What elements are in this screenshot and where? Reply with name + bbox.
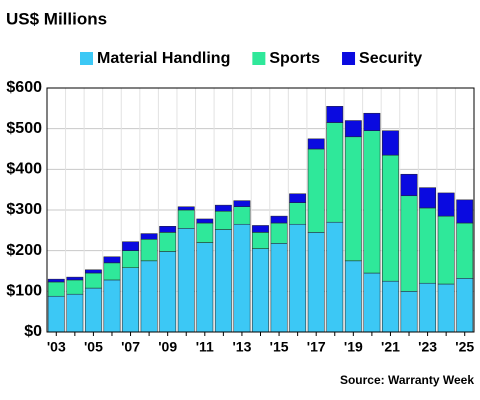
bar-segment [252, 232, 269, 249]
bar-segment [47, 281, 65, 297]
bar-segment [419, 187, 437, 209]
bar-segment [252, 248, 269, 333]
bar-segment [103, 262, 121, 281]
bar-segment [456, 278, 474, 333]
bar-segment [363, 130, 381, 274]
bar-segment [363, 112, 381, 131]
bar-segment [437, 192, 455, 217]
bar-segment [456, 222, 474, 279]
x-tick-label: '17 [307, 339, 326, 355]
bar-segment [326, 221, 344, 333]
bar-segment [307, 148, 325, 233]
bar-segment [122, 250, 139, 268]
legend-swatch [342, 52, 356, 65]
bar-segment [382, 280, 399, 333]
bar-segment [84, 269, 102, 274]
bar-segment [66, 276, 84, 281]
bar-segment [326, 106, 344, 123]
bar-segment [419, 282, 437, 333]
bar-segment [84, 272, 102, 289]
x-tick-label: '05 [84, 339, 103, 355]
bar-segment [177, 228, 195, 333]
bar-segment [177, 206, 195, 211]
bar-segment [177, 209, 195, 229]
bar-segment [214, 204, 232, 212]
bar-segment [140, 233, 158, 240]
x-tick-label: '23 [418, 339, 437, 355]
bar-segment [400, 195, 418, 292]
bar-segment [47, 278, 65, 283]
y-tick-label: $400 [6, 161, 42, 178]
x-tick-label: '09 [158, 339, 177, 355]
bar-segment [382, 154, 399, 282]
bar-segment [289, 223, 307, 333]
bar-segment [103, 256, 121, 264]
y-tick-label: $500 [6, 120, 42, 137]
bar-segment [196, 242, 214, 333]
bar-segment [214, 210, 232, 230]
bar-segment [196, 218, 214, 224]
bar-segment [84, 287, 102, 333]
x-tick-label: '21 [381, 339, 400, 355]
legend-label: Material Handling [97, 50, 230, 67]
bar-segment [400, 291, 418, 333]
bar-segment [289, 193, 307, 203]
bar-segment [214, 229, 232, 333]
bar-segment [344, 120, 362, 138]
bar-segment [456, 199, 474, 224]
bar-segment [103, 279, 121, 333]
bar-segment [289, 202, 307, 225]
x-tick-label: '13 [232, 339, 251, 355]
legend-label: Sports [269, 50, 320, 67]
bar-segment [270, 243, 288, 333]
bar-segment [252, 225, 269, 233]
bar-segment [159, 226, 177, 233]
bar-segment [437, 283, 455, 333]
y-tick-label: $300 [6, 201, 42, 218]
bar-segment [122, 267, 139, 333]
bar-segment [196, 222, 214, 243]
y-tick-label: $600 [6, 79, 42, 96]
bar-segment [122, 241, 139, 251]
x-tick-label: '07 [121, 339, 140, 355]
bar-segment [233, 200, 251, 207]
bar-segment [66, 293, 84, 333]
y-tick-label: $100 [6, 283, 42, 300]
bar-segment [233, 206, 251, 225]
bar-segment [233, 223, 251, 333]
source: Source: Warranty Week [340, 373, 474, 387]
x-tick-label: '15 [270, 339, 289, 355]
bar-segment [307, 138, 325, 150]
bar-segment [66, 279, 84, 295]
legend-swatch [252, 52, 266, 65]
bar-segment [344, 136, 362, 262]
legend-label: Security [359, 50, 422, 67]
bar-segment [140, 260, 158, 333]
plot-border [46, 87, 475, 333]
bar-segment [159, 232, 177, 252]
y-tick-label: $200 [6, 242, 42, 259]
legend-swatch [80, 52, 93, 65]
bar-segment [419, 207, 437, 284]
bar-segment [437, 215, 455, 285]
bar-segment [344, 260, 362, 333]
bar-segment [363, 272, 381, 333]
y-tick-label: $0 [24, 323, 42, 340]
x-tick-label: '19 [344, 339, 363, 355]
bar-segment [400, 173, 418, 197]
bar-segment [270, 215, 288, 224]
bar-segment [382, 130, 399, 156]
chart-title: US$ Millions [6, 9, 107, 28]
x-tick-label: '25 [455, 339, 474, 355]
x-tick-label: '11 [196, 339, 214, 355]
bar-segment [326, 122, 344, 223]
bar-segment [159, 251, 177, 333]
bar-segment [47, 295, 65, 333]
x-tick-label: '03 [47, 339, 66, 355]
bar-segment [307, 232, 325, 333]
bar-segment [140, 239, 158, 262]
bar-segment [270, 222, 288, 244]
